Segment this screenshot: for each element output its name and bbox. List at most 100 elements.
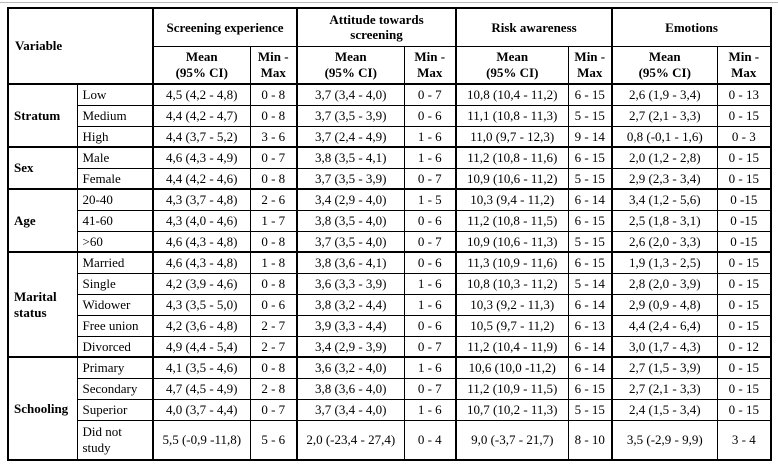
category-cell: Male (76, 146, 154, 169)
data-cell: 1 - 5 (403, 188, 457, 211)
data-cell: 0 - 8 (249, 83, 298, 106)
summary-statistics-table: Variable Screening experience Attitude t… (7, 7, 773, 461)
data-cell: 2,0 (1,2 - 2,8) (611, 146, 718, 169)
subheader-screening-minmax: Min - Max (249, 45, 298, 85)
col-group-screening-experience: Screening experience (152, 7, 298, 47)
data-cell: 2 - 6 (249, 188, 298, 211)
data-cell: 10,8 (10,4 - 11,2) (455, 83, 569, 106)
data-cell: 0 - 6 (403, 209, 457, 232)
data-cell: 1 - 8 (249, 251, 298, 274)
data-cell: 3,4 (2,9 - 3,9) (296, 335, 405, 358)
data-cell: 0 - 6 (403, 104, 457, 127)
data-cell: 6 - 15 (567, 377, 613, 400)
data-cell: 0 - 15 (716, 104, 772, 127)
data-cell: 4,4 (2,4 - 6,4) (611, 314, 718, 337)
data-cell: 4,6 (4,3 - 4,9) (152, 146, 251, 169)
data-cell: 3,7 (3,5 - 4,0) (296, 230, 405, 253)
table-row-schooling-superior: Superior 4,0 (3,7 - 4,4) 0 - 7 3,7 (3,4 … (8, 398, 772, 421)
data-cell: 10,9 (10,6 - 11,3) (455, 230, 569, 253)
table-row-schooling-secondary: Secondary 4,7 (4,5 - 4,9) 2 - 8 3,8 (3,6… (8, 377, 772, 400)
data-cell: 11,1 (10,8 - 11,3) (455, 104, 569, 127)
data-cell: 5 - 14 (567, 272, 613, 295)
data-cell: 4,0 (3,7 - 4,4) (152, 398, 251, 421)
table-row-marital-widower: Widower 4,3 (3,5 - 5,0) 0 - 6 3,8 (3,2 -… (8, 293, 772, 316)
data-cell: 2,8 (2,0 - 3,9) (611, 272, 718, 295)
category-cell: 41-60 (76, 209, 154, 232)
data-cell: 2,6 (2,0 - 3,3) (611, 230, 718, 253)
data-cell: 6 - 15 (567, 83, 613, 106)
data-cell: 6 - 14 (567, 188, 613, 211)
table-header: Variable Screening experience Attitude t… (7, 7, 772, 85)
data-cell: 3,0 (1,7 - 4,3) (611, 335, 718, 358)
data-cell: 1 - 6 (403, 125, 457, 148)
col-group-risk-awareness: Risk awareness (455, 7, 613, 47)
data-cell: 0 - 15 (716, 356, 772, 379)
group-label-schooling: Schooling (7, 356, 78, 461)
data-cell: 9,0 (-3,7 - 21,7) (455, 419, 569, 461)
data-cell: 3,7 (2,4 - 4,9) (296, 125, 405, 148)
data-cell: 0 - 7 (249, 146, 298, 169)
data-cell: 6 - 15 (567, 209, 613, 232)
category-cell: High (76, 125, 154, 148)
data-cell: 3,8 (3,6 - 4,1) (296, 251, 405, 274)
data-cell: 4,4 (4,2 - 4,7) (152, 104, 251, 127)
data-cell: 3,8 (3,5 - 4,1) (296, 146, 405, 169)
data-cell: 3,6 (3,2 - 4,0) (296, 356, 405, 379)
data-cell: 1 - 6 (403, 398, 457, 421)
category-cell: Female (76, 167, 154, 190)
data-cell: 3 - 6 (249, 125, 298, 148)
table-row-age-20-40: Age 20-40 4,3 (3,7 - 4,8) 2 - 6 3,4 (2,9… (7, 188, 772, 253)
data-cell: 0 - 7 (403, 230, 457, 253)
data-cell: 5 - 15 (567, 104, 613, 127)
table-row-age-41-60: 41-60 4,3 (4,0 - 4,6) 1 - 7 3,8 (3,5 - 4… (8, 209, 772, 232)
data-cell: 4,7 (4,5 - 4,9) (152, 377, 251, 400)
data-cell: 3 - 4 (716, 419, 772, 461)
data-cell: 11,2 (10,9 - 11,5) (455, 377, 569, 400)
data-cell: 0 -15 (716, 188, 772, 211)
data-cell: 5 - 6 (249, 419, 298, 461)
data-cell: 4,6 (4,3 - 4,8) (152, 251, 251, 274)
data-cell: 11,2 (10,8 - 11,6) (455, 146, 569, 169)
data-cell: 1 - 6 (403, 356, 457, 379)
data-cell: 3,8 (3,6 - 4,0) (296, 377, 405, 400)
data-cell: 3,6 (3,3 - 3,9) (296, 272, 405, 295)
data-cell: 8 - 10 (567, 419, 613, 461)
table-row-schooling-did-not-study: Did not study 5,5 (-0,9 -11,8) 5 - 6 2,0… (8, 419, 772, 461)
category-cell: Married (76, 251, 154, 274)
data-cell: 0 - 15 (716, 167, 772, 190)
data-cell: 3,7 (3,5 - 3,9) (296, 167, 405, 190)
data-cell: 0 - 15 (716, 377, 772, 400)
data-cell: 0 - 15 (716, 146, 772, 169)
data-cell: 0 - 4 (403, 419, 457, 461)
data-cell: 11,0 (9,7 - 12,3) (455, 125, 569, 148)
data-cell: 4,3 (3,7 - 4,8) (152, 188, 251, 211)
subheader-risk-minmax: Min - Max (567, 45, 613, 85)
table-row-marital-single: Single 4,2 (3,9 - 4,6) 0 - 8 3,6 (3,3 - … (8, 272, 772, 295)
data-cell: 4,1 (3,5 - 4,6) (152, 356, 251, 379)
data-cell: 2,9 (0,9 - 4,8) (611, 293, 718, 316)
data-cell: 4,4 (4,2 - 4,6) (152, 167, 251, 190)
data-cell: 0 - 6 (403, 314, 457, 337)
category-cell: Medium (76, 104, 154, 127)
table-row-stratum-high: High 4,4 (3,7 - 5,2) 3 - 6 3,7 (2,4 - 4,… (8, 125, 772, 148)
data-cell: 0 - 6 (249, 293, 298, 316)
data-cell: 0 - 15 (716, 293, 772, 316)
table-row-schooling-primary: Schooling Primary 4,1 (3,5 - 4,6) 0 - 8 … (7, 356, 772, 461)
category-cell: Secondary (76, 377, 154, 400)
data-cell: 0 - 12 (716, 335, 772, 358)
data-cell: 0 -15 (716, 209, 772, 232)
data-cell: 0 - 7 (403, 377, 457, 400)
data-cell: 9 - 14 (567, 125, 613, 148)
data-cell: 10,3 (9,4 - 11,2) (455, 188, 569, 211)
data-cell: 10,6 (10,0 -11,2) (455, 356, 569, 379)
category-cell: Free union (76, 314, 154, 337)
data-cell: 4,9 (4,4 - 5,4) (152, 335, 251, 358)
data-cell: 1 - 6 (403, 272, 457, 295)
col-group-emotions: Emotions (611, 7, 772, 47)
data-cell: 4,6 (4,3 - 4,8) (152, 230, 251, 253)
data-cell: 0 - 13 (716, 83, 772, 106)
group-label-stratum: Stratum (7, 83, 78, 148)
data-cell: 6 - 13 (567, 314, 613, 337)
data-cell: 1 - 7 (249, 209, 298, 232)
